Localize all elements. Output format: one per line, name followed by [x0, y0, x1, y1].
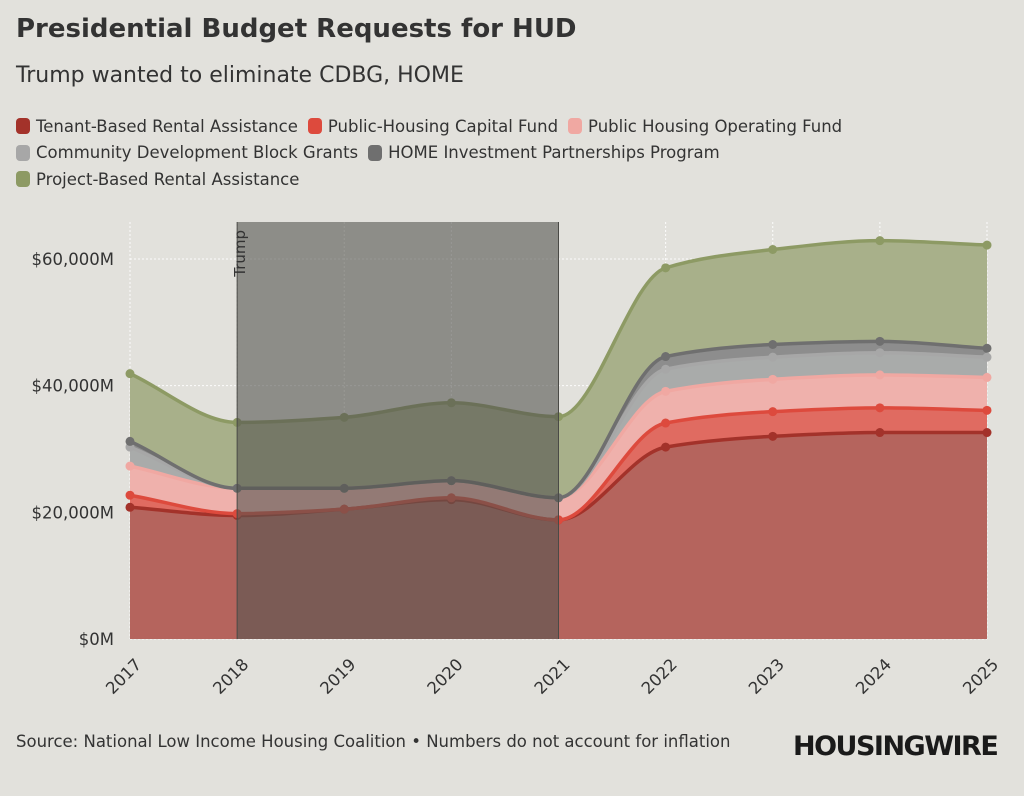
legend-swatch-capital-fund	[307, 118, 322, 135]
point-project-based	[661, 263, 671, 273]
legend-row: Community Development Block Grants HOME …	[16, 140, 1006, 167]
point-home	[982, 343, 992, 353]
y-tick-label: $20,000M	[32, 503, 114, 522]
chart-subtitle: Trump wanted to eliminate CDBG, HOME	[16, 63, 464, 88]
legend-row: Tenant-Based Rental Assistance Public-Ho…	[16, 113, 1006, 140]
legend-item-cdbg[interactable]: Community Development Block Grants	[16, 143, 358, 162]
point-cdbg	[768, 352, 778, 362]
trump-term-overlay	[237, 222, 559, 639]
x-tick-label: 2024	[852, 655, 895, 698]
point-operating-fund	[768, 374, 778, 384]
point-operating-fund	[982, 372, 992, 382]
point-home	[125, 436, 135, 446]
legend-item-tenant-based[interactable]: Tenant-Based Rental Assistance	[16, 117, 298, 136]
legend-label-operating-fund: Public Housing Operating Fund	[588, 116, 843, 136]
legend-label-capital-fund: Public-Housing Capital Fund	[327, 116, 559, 136]
y-tick-label: $60,000M	[32, 250, 114, 269]
point-home	[768, 340, 778, 349]
x-tick-label: 2025	[959, 655, 1002, 698]
legend-item-operating-fund[interactable]: Public Housing Operating Fund	[568, 117, 842, 136]
legend-label-tenant-based: Tenant-Based Rental Assistance	[36, 116, 298, 136]
point-capital-fund	[125, 490, 135, 500]
trump-term-label: Trump	[231, 230, 249, 278]
y-tick-label: $0M	[79, 630, 114, 649]
point-capital-fund	[982, 405, 992, 415]
point-tenant-based	[875, 428, 885, 438]
point-cdbg	[661, 364, 671, 374]
legend-item-project-based[interactable]: Project-Based Rental Assistance	[16, 170, 299, 189]
x-tick-label: 2022	[638, 655, 681, 698]
point-capital-fund	[768, 407, 778, 417]
legend-row: Project-Based Rental Assistance	[16, 166, 1006, 193]
chart-title: Presidential Budget Requests for HUD	[16, 14, 577, 44]
point-home	[875, 336, 885, 346]
legend-swatch-project-based	[16, 171, 30, 188]
source-note: Source: National Low Income Housing Coal…	[16, 732, 731, 751]
point-home	[661, 352, 671, 362]
y-tick-label: $40,000M	[32, 377, 114, 396]
legend-swatch-tenant-based	[16, 118, 30, 135]
point-tenant-based	[661, 442, 671, 452]
area-cdbg	[130, 352, 987, 498]
x-tick-label: 2017	[102, 655, 145, 698]
point-project-based	[875, 236, 885, 246]
legend-swatch-cdbg	[16, 144, 30, 161]
point-project-based	[768, 245, 778, 254]
point-operating-fund	[661, 386, 671, 396]
x-tick-label: 2023	[745, 655, 788, 698]
x-tick-label: 2021	[531, 655, 574, 698]
legend-swatch-operating-fund	[568, 118, 583, 135]
point-tenant-based	[125, 502, 135, 512]
x-tick-label: 2019	[316, 655, 359, 698]
point-tenant-based	[768, 431, 778, 441]
legend-item-home[interactable]: HOME Investment Partnerships Program	[368, 143, 720, 162]
point-operating-fund	[875, 370, 885, 380]
point-cdbg	[982, 352, 992, 362]
x-tick-label: 2018	[209, 655, 252, 698]
point-operating-fund	[125, 461, 135, 471]
point-capital-fund	[661, 418, 671, 428]
legend-label-cdbg: Community Development Block Grants	[36, 143, 359, 163]
legend-item-capital-fund[interactable]: Public-Housing Capital Fund	[307, 116, 559, 136]
housingwire-logo: HOUSINGWIRE	[793, 731, 999, 762]
legend-swatch-home	[368, 144, 383, 161]
point-tenant-based	[982, 428, 992, 438]
point-project-based	[125, 369, 135, 379]
legend-label-project-based: Project-Based Rental Assistance	[36, 169, 300, 189]
point-cdbg	[875, 348, 885, 358]
x-tick-label: 2020	[424, 655, 467, 698]
point-project-based	[982, 240, 992, 250]
point-capital-fund	[875, 403, 885, 413]
legend-label-home: HOME Investment Partnerships Program	[388, 143, 720, 163]
legend: Tenant-Based Rental Assistance Public-Ho…	[16, 113, 1006, 193]
